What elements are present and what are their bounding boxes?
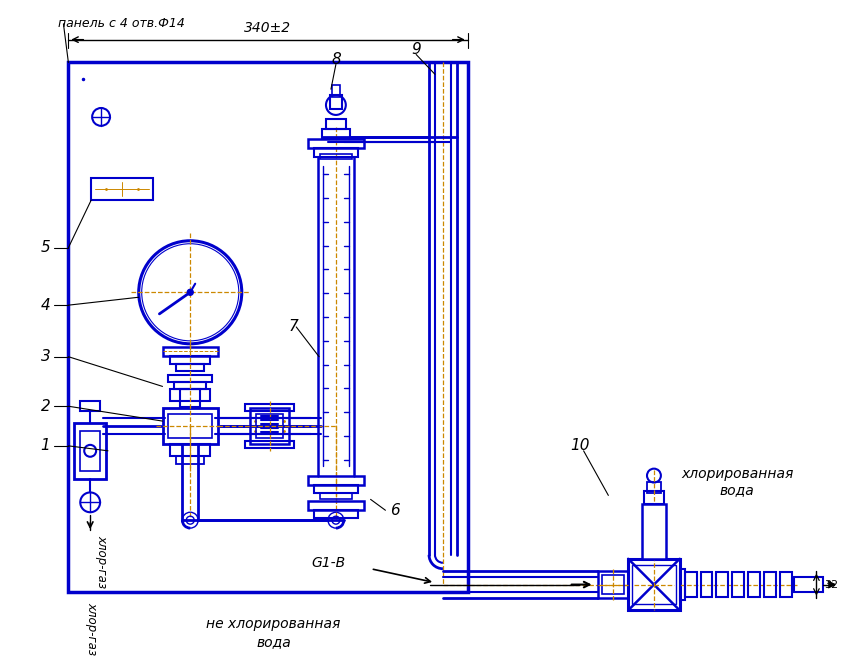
Bar xyxy=(314,510,358,518)
Bar xyxy=(176,364,204,371)
Text: 10: 10 xyxy=(571,438,590,454)
Text: 32: 32 xyxy=(824,579,838,589)
Bar xyxy=(701,572,713,597)
Bar xyxy=(330,95,342,109)
Bar xyxy=(308,476,363,484)
Bar xyxy=(163,347,218,356)
Bar xyxy=(245,404,294,411)
Text: 7: 7 xyxy=(288,320,298,334)
Bar xyxy=(180,389,200,407)
Text: не хлорированная: не хлорированная xyxy=(206,617,341,632)
Bar xyxy=(80,431,100,470)
Text: вода: вода xyxy=(256,635,291,649)
Bar xyxy=(169,375,212,383)
Text: G1-B: G1-B xyxy=(311,556,345,570)
Bar xyxy=(644,492,663,504)
Bar xyxy=(314,148,358,157)
Bar xyxy=(685,572,696,597)
Text: хлорированная: хлорированная xyxy=(681,466,793,480)
Bar xyxy=(326,119,346,129)
Bar xyxy=(314,484,358,494)
Bar xyxy=(170,356,210,364)
Text: 1: 1 xyxy=(41,438,50,454)
Text: 4: 4 xyxy=(41,298,50,312)
Circle shape xyxy=(188,289,193,295)
Text: 3: 3 xyxy=(41,349,50,364)
Bar xyxy=(245,441,294,448)
Text: 5: 5 xyxy=(41,240,50,255)
Bar xyxy=(68,62,468,591)
Bar xyxy=(176,456,204,464)
Bar xyxy=(169,414,212,438)
Bar xyxy=(732,572,744,597)
Bar xyxy=(602,575,625,595)
Bar xyxy=(175,383,206,389)
Circle shape xyxy=(328,512,343,528)
Bar xyxy=(332,85,340,97)
Bar xyxy=(308,138,363,148)
Text: 8: 8 xyxy=(331,52,341,67)
Bar xyxy=(764,572,776,597)
Text: хлор-газ: хлор-газ xyxy=(86,602,99,656)
Bar xyxy=(642,504,666,559)
Bar xyxy=(779,572,791,597)
Bar xyxy=(628,559,680,610)
Bar xyxy=(74,423,106,478)
Bar xyxy=(632,565,676,604)
Text: 340±2: 340±2 xyxy=(245,21,292,35)
Text: 9: 9 xyxy=(411,42,421,57)
Text: хлор-газ: хлор-газ xyxy=(95,535,108,588)
Bar xyxy=(599,571,628,599)
Bar xyxy=(680,569,685,600)
Text: 2: 2 xyxy=(41,399,50,413)
Bar xyxy=(716,572,728,597)
Bar xyxy=(748,572,760,597)
Bar xyxy=(647,482,661,494)
Text: 6: 6 xyxy=(390,503,400,518)
Bar xyxy=(256,414,284,438)
Bar xyxy=(80,401,100,411)
Bar xyxy=(170,444,210,456)
Bar xyxy=(250,408,289,444)
Bar xyxy=(91,179,152,200)
Circle shape xyxy=(183,512,198,528)
Bar xyxy=(170,389,210,401)
Bar xyxy=(308,501,363,510)
Text: вода: вода xyxy=(720,484,754,498)
Bar xyxy=(322,129,349,138)
Bar xyxy=(320,154,352,159)
Bar xyxy=(320,494,352,499)
Bar xyxy=(794,577,823,593)
Text: панель с 4 отв.Ф14: панель с 4 отв.Ф14 xyxy=(59,17,185,30)
Bar xyxy=(163,408,218,444)
